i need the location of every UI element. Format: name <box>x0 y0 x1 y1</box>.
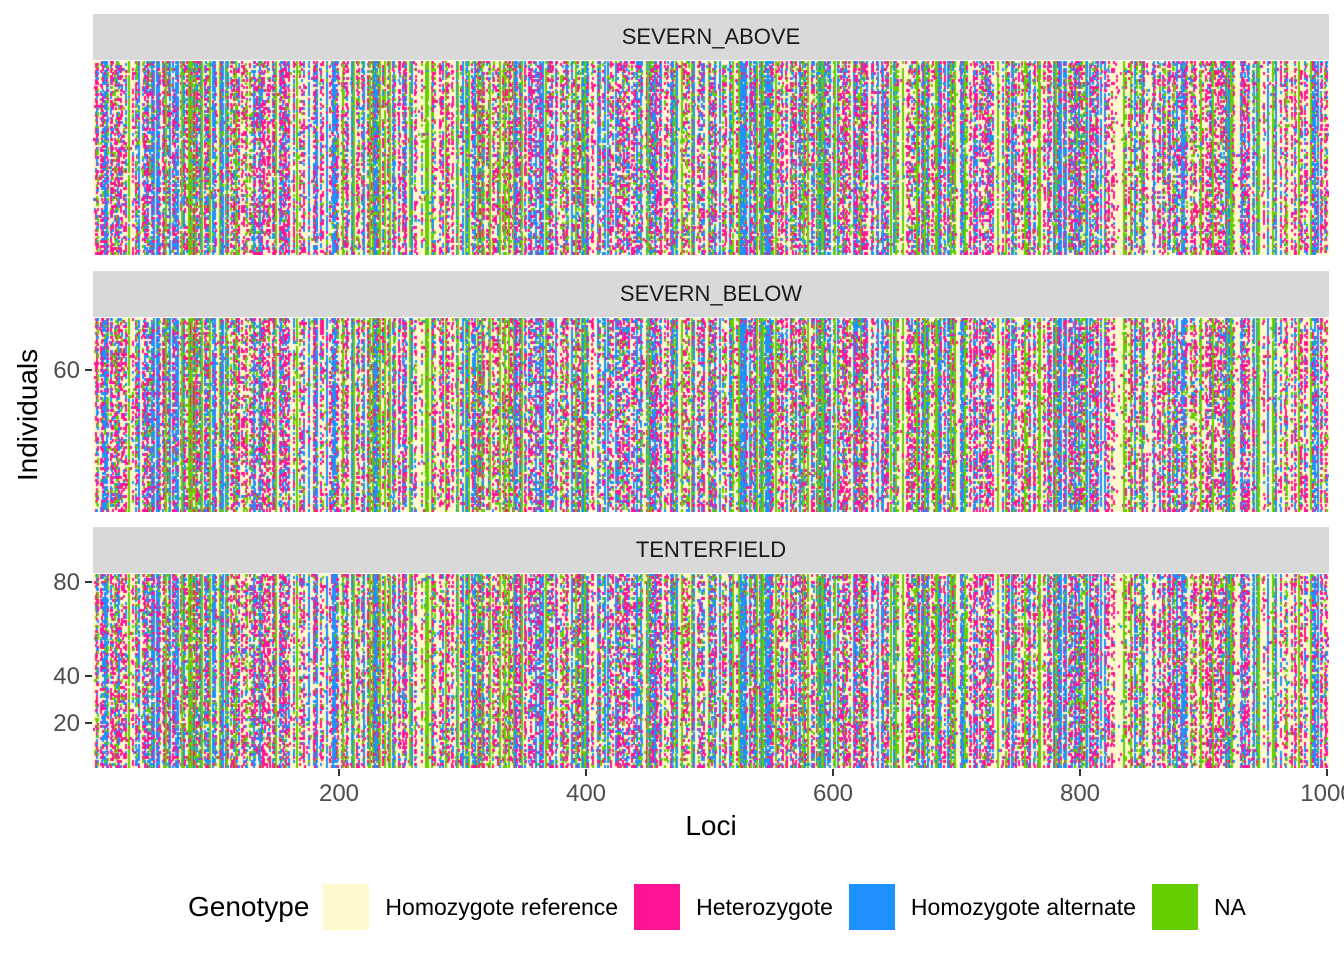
x-tick-label: 800 <box>1059 780 1101 807</box>
x-tick-label: 600 <box>812 780 854 807</box>
y-tick-label: 40 <box>53 663 80 690</box>
y-tick-label: 80 <box>53 569 80 596</box>
legend-key-heterozygote <box>634 884 681 930</box>
facet-label: TENTERFIELD <box>635 537 787 562</box>
x-axis-title: Loci <box>685 810 737 841</box>
legend-title: Genotype <box>188 891 310 922</box>
facet-label: SEVERN_BELOW <box>619 281 803 306</box>
legend: Genotype Homozygote reference Heterozygo… <box>188 884 1262 930</box>
legend-label: Heterozygote <box>696 893 833 920</box>
facet-label: SEVERN_ABOVE <box>621 24 801 49</box>
legend-label: Homozygote alternate <box>910 893 1136 920</box>
x-tick-mark <box>585 769 587 776</box>
heatmap-panel-severn-above <box>93 61 1329 255</box>
facet-strip-severn-below: SEVERN_BELOW <box>93 271 1329 317</box>
heatmap-panel-tenterfield <box>93 574 1329 768</box>
x-tick-label: 200 <box>318 780 360 807</box>
facet-strip-tenterfield: TENTERFIELD <box>93 527 1329 573</box>
y-tick-label: 20 <box>53 710 80 737</box>
facet-strip-severn-above: SEVERN_ABOVE <box>93 14 1329 60</box>
x-tick-label: 400 <box>565 780 607 807</box>
x-tick-mark <box>1079 769 1081 776</box>
x-tick-mark <box>1326 769 1328 776</box>
heatmap-panel-severn-below <box>93 318 1329 512</box>
x-tick-label: 1000 <box>1300 780 1344 807</box>
legend-key-homozygote-alternate <box>848 884 895 930</box>
y-tick-mark <box>85 722 92 724</box>
y-tick-mark <box>85 675 92 677</box>
y-tick-label: 60 <box>53 357 80 384</box>
x-tick-mark <box>832 769 834 776</box>
y-tick-mark <box>85 369 92 371</box>
legend-label: Homozygote reference <box>385 893 619 920</box>
x-tick-mark <box>338 769 340 776</box>
legend-label: NA <box>1213 893 1246 920</box>
legend-key-na <box>1151 884 1198 930</box>
legend-key-homozygote-reference <box>323 884 370 930</box>
y-tick-mark <box>85 581 92 583</box>
y-axis-title: Individuals <box>12 348 43 482</box>
